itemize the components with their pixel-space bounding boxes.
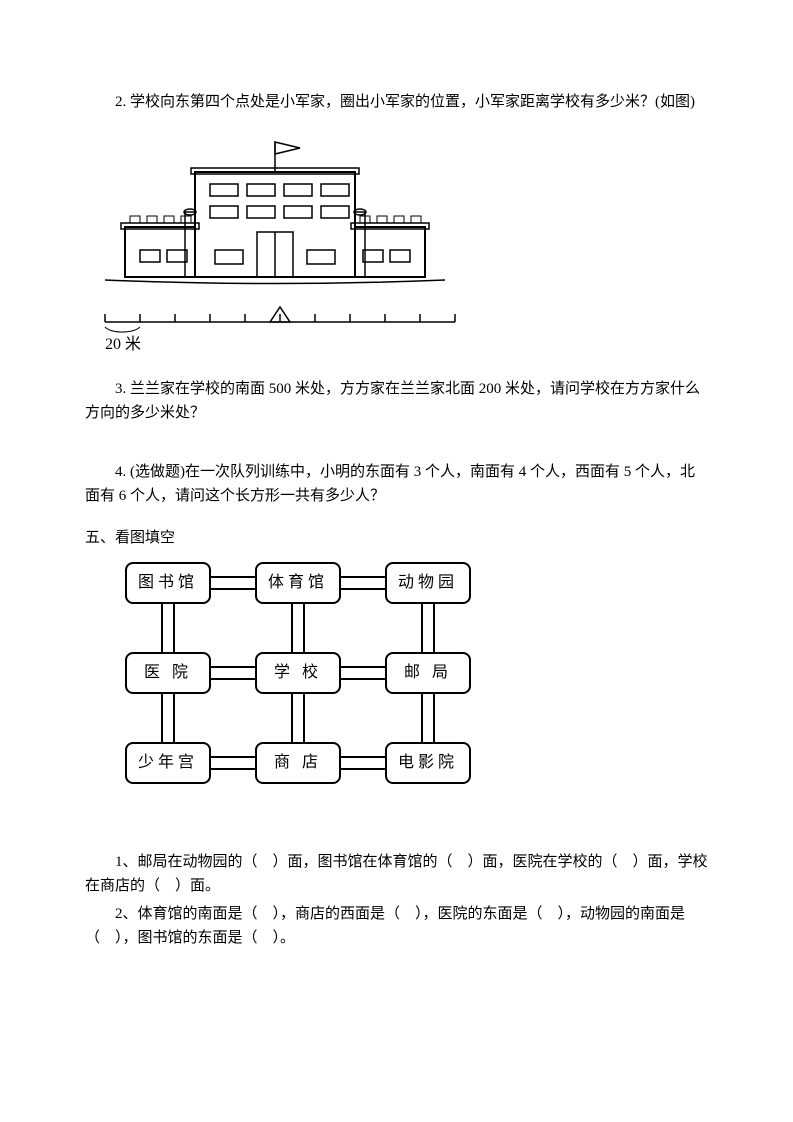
location-grid-figure: 图书馆 体育馆 动物园 医 院 学 校 邮 局 少年宫 商 店 电影院 [125,562,485,832]
question-3-text: 3. 兰兰家在学校的南面 500 米处，方方家在兰兰家北面 200 米处，请问学… [85,377,708,425]
node-shop: 商 店 [255,742,341,784]
h-conn [211,576,255,590]
scale-label: 20 米 [105,332,141,358]
h-conn [341,576,385,590]
v-conn [291,694,305,742]
node-library: 图书馆 [125,562,211,604]
v-conn [421,694,435,742]
section-5-title: 五、看图填空 [85,526,708,550]
h-conn [211,756,255,770]
node-school: 学 校 [255,652,341,694]
question-4: 4. (选做题)在一次队列训练中，小明的东面有 3 个人，南面有 4 个人，西面… [85,460,708,508]
node-hospital: 医 院 [125,652,211,694]
question-4-text: 4. (选做题)在一次队列训练中，小明的东面有 3 个人，南面有 4 个人，西面… [85,460,708,508]
v-conn [161,604,175,652]
node-post: 邮 局 [385,652,471,694]
node-zoo: 动物园 [385,562,471,604]
fill-question-2: 2、体育馆的南面是（ ），商店的西面是（ ），医院的东面是（ ），动物园的南面是… [85,902,708,950]
h-conn [211,666,255,680]
node-gym: 体育馆 [255,562,341,604]
question-2-text: 2. 学校向东第四个点处是小军家，圈出小军家的位置，小军家距离学校有多少米？(如… [85,90,708,114]
node-cinema: 电影院 [385,742,471,784]
v-conn [421,604,435,652]
h-conn [341,666,385,680]
v-conn [161,694,175,742]
h-conn [341,756,385,770]
fill-question-1: 1、邮局在动物园的（ ）面，图书馆在体育馆的（ ）面，医院在学校的（ ）面，学校… [85,850,708,898]
question-2: 2. 学校向东第四个点处是小军家，圈出小军家的位置，小军家距离学校有多少米？(如… [85,90,708,114]
v-conn [291,604,305,652]
school-svg [85,132,465,352]
node-youth: 少年宫 [125,742,211,784]
school-building-figure: 20 米 [85,132,465,352]
question-3: 3. 兰兰家在学校的南面 500 米处，方方家在兰兰家北面 200 米处，请问学… [85,377,708,425]
